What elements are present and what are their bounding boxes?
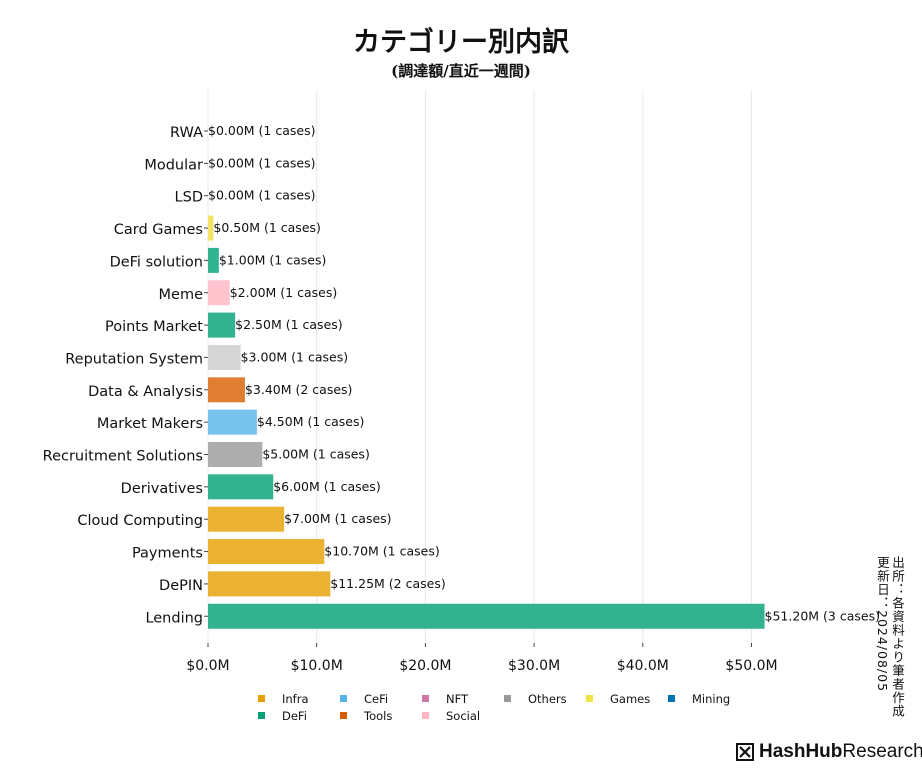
legend-label: Games [610,691,651,706]
legend-swatch [422,695,429,702]
value-label: $4.50M (1 cases) [257,414,364,429]
x-tick-label: $10.0M [291,658,343,674]
bar [208,344,241,370]
value-label: $1.00M (1 cases) [219,252,326,267]
value-label: $2.00M (1 cases) [230,285,337,300]
category-labels: RWA Modular LSD Card Games DeFi solution Meme… [43,125,204,626]
bar [208,474,274,500]
legend-item: DeFi [258,709,340,723]
legend-label: CeFi [364,691,389,706]
legend-swatch [258,712,265,719]
value-label: $2.50M (1 cases) [235,317,342,332]
category-label: Card Games [114,222,203,238]
x-tick-label: $40.0M [617,658,669,674]
source-line: 出所：各資料より筆者作成 [890,556,905,718]
legend-label: Infra [282,691,309,706]
legend-swatch [340,695,347,702]
x-tick-label: $30.0M [508,658,560,674]
legend-item: Mining [668,692,750,706]
value-label: $0.00M (1 cases) [208,155,315,170]
value-label: $11.25M (2 cases) [330,576,445,591]
bar [208,603,765,629]
category-label: Data & Analysis [88,384,203,400]
legend-item: Others [504,692,586,706]
category-label: LSD [175,190,203,206]
value-label: $0.00M (1 cases) [208,188,315,203]
value-label: $3.40M (2 cases) [245,382,352,397]
category-label: DePIN [159,578,203,594]
category-label: Recruitment Solutions [43,449,203,465]
bar-chart: RWA Modular LSD Card Games DeFi solution Meme… [43,90,880,674]
source-note: 出所：各資料より筆者作成 更新日：2024/08/05 [875,556,905,718]
category-label: Payments [132,546,203,562]
legend: Infra CeFi NFT Others Games Mining DeFi Tools S… [258,690,778,724]
legend-swatch [422,712,429,719]
legend-item: Social [422,709,504,723]
legend-item: NFT [422,692,504,706]
bar [208,539,325,565]
category-label: Modular [144,157,203,173]
legend-label: Others [528,691,567,706]
legend-item: Tools [340,709,422,723]
category-label: Cloud Computing [77,513,203,529]
category-label: Lending [145,610,203,626]
bar [208,312,236,338]
category-label: Derivatives [121,481,203,497]
bars [204,130,765,629]
bar [208,377,245,403]
legend-item: Infra [258,692,340,706]
brand-name-regular: Research [842,741,922,762]
x-tick-label: $50.0M [725,658,777,674]
chart-subtitle: (調達額/直近一週間) [391,62,531,80]
value-label: $5.00M (1 cases) [262,447,369,462]
legend-swatch [668,695,675,702]
hashhub-logo-icon [736,743,754,761]
chart-title: カテゴリー別内訳 [353,27,569,58]
legend-item: CeFi [340,692,422,706]
legend-swatch [258,695,265,702]
category-label: DeFi solution [110,254,203,270]
bar [208,442,263,467]
category-label: Market Makers [97,416,203,432]
bar [208,215,214,241]
bar [208,247,219,273]
brand-logo: HashHub Research [736,741,922,763]
value-label: $7.00M (1 cases) [284,511,391,526]
bar [208,506,285,532]
category-label: RWA [170,125,203,141]
x-tick-labels: $0.0M $10.0M $20.0M $30.0M $40.0M $50.0M [186,658,777,674]
legend-label: Social [446,708,481,723]
legend-label: Mining [692,691,731,706]
legend-label: DeFi [282,708,307,723]
category-label: Reputation System [65,351,203,367]
category-label: Meme [159,287,204,303]
legend-swatch [586,695,593,702]
bar [208,409,257,435]
bar [208,280,230,306]
legend-swatch [504,695,511,702]
bar [208,571,331,597]
value-label: $51.20M (3 cases) [765,608,880,623]
category-label: Points Market [105,319,203,335]
legend-label: NFT [446,691,469,706]
legend-item: Games [586,692,668,706]
legend-row: DeFi Tools Social [258,707,778,724]
value-label: $0.50M (1 cases) [213,220,320,235]
legend-row: Infra CeFi NFT Others Games Mining [258,690,778,707]
legend-swatch [340,712,347,719]
x-tick-label: $0.0M [186,658,229,674]
updated-line: 更新日：2024/08/05 [875,556,890,693]
legend-label: Tools [364,708,393,723]
value-label: $0.00M (1 cases) [208,123,315,138]
value-label: $3.00M (1 cases) [241,349,348,364]
value-label: $6.00M (1 cases) [273,479,380,494]
x-tick-label: $20.0M [399,658,451,674]
brand-name-bold: HashHub [759,741,843,762]
value-label: $10.70M (1 cases) [324,544,439,559]
value-labels: $0.00M (1 cases) $0.00M (1 cases) $0.00M (… [208,123,880,623]
